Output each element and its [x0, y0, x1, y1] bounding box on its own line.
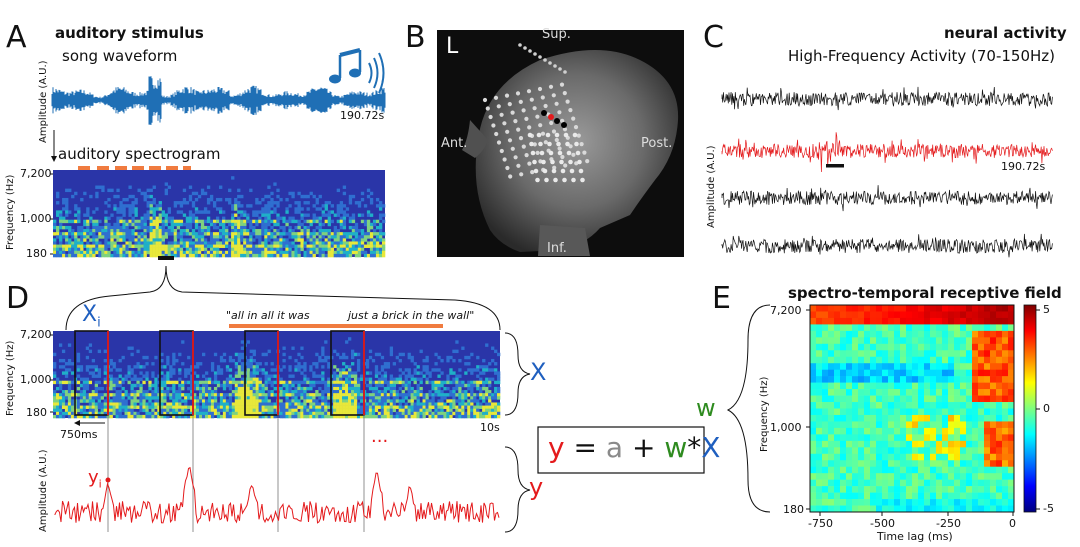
panel-a-title: auditory stimulus [55, 24, 204, 42]
strf-tick-bottom: 180 [783, 503, 804, 516]
electrode-grid [482, 43, 590, 183]
panel-letter-c: C [703, 20, 724, 55]
strf-tick-mid: 1,000 [770, 421, 802, 434]
strf-freq-label: Frequency (Hz) [759, 376, 770, 452]
spectrogram-d-tick-top: 7,200 [20, 328, 52, 341]
panel-e-title: spectro-temporal receptive field [788, 284, 1062, 302]
waveform-label: song waveform [62, 47, 178, 65]
strf-x-tick-750: -750 [808, 517, 833, 530]
xray-inferior-label: Inf. [547, 241, 567, 256]
y-vector-label: y [529, 473, 544, 501]
trace-selection [826, 164, 844, 168]
window-arrow [74, 420, 105, 426]
neural-trace-1 [721, 86, 1053, 111]
waveform [51, 76, 386, 125]
panel-c-subtitle: High-Frequency Activity (70-150Hz) [788, 47, 1055, 65]
neural-trace-2-highlight [721, 132, 1053, 173]
panel-c-title: neural activity [944, 24, 1067, 42]
colorbar-tick-zero: 0 [1043, 402, 1050, 415]
highlighted-electrodes [541, 110, 567, 128]
xray-side-label: L [446, 34, 459, 59]
neural-trace-3 [721, 185, 1053, 212]
strf-frame [809, 304, 1015, 513]
panel-b [437, 30, 684, 257]
strf-x-tick-500: -500 [870, 517, 895, 530]
yi-label: yi [88, 467, 102, 491]
brace-w [726, 304, 771, 513]
lyric-bar [229, 324, 443, 328]
response-amp-label: Amplitude (A.U.) [38, 449, 49, 532]
yi-marker [105, 477, 111, 483]
spectrogram-a-tick-top: 7,200 [20, 167, 52, 180]
spectrogram-a-freq-label: Frequency (Hz) [5, 174, 16, 250]
brace-y [504, 446, 531, 533]
strf-xlabel: Time lag (ms) [877, 530, 953, 543]
window-length-label: 750ms [60, 428, 98, 441]
xi-label: Xi [82, 302, 101, 331]
spectrogram-a-tick-bottom: 180 [26, 247, 47, 260]
window-boxes [74, 330, 365, 416]
alignment-lines [107, 415, 365, 532]
colorbar-tick-min: -5 [1043, 502, 1054, 515]
panel-d [53, 324, 531, 533]
continuation-dots: ... [371, 426, 389, 447]
strf-x-tick-0: 0 [1009, 517, 1016, 530]
spectrogram-a [53, 170, 386, 258]
lyric-quote-2: just a brick in the wall" [348, 309, 475, 322]
spectrogram-label: auditory spectrogram [58, 145, 221, 163]
strf-axis-ticks [806, 309, 1040, 516]
panel-letter-b: B [405, 20, 426, 55]
xray-superior-label: Sup. [542, 27, 571, 42]
segment-length-label: 10s [480, 421, 500, 434]
zoom-brace [65, 265, 501, 331]
xray-anterior-label: Ant. [441, 136, 468, 151]
xray-posterior-label: Post. [641, 136, 673, 151]
x-matrix-label: X [530, 358, 547, 386]
spectrogram-d-tick-bottom: 180 [26, 406, 47, 419]
neural-trace-4 [721, 233, 1053, 258]
brace-x [504, 332, 531, 416]
lyric-quote-1: "all in all it was [226, 309, 310, 322]
panel-letter-e: E [712, 281, 731, 316]
colorbar-tick-max: 5 [1043, 303, 1050, 316]
spectro-axis-ticks [50, 173, 53, 413]
strf-x-tick-250: -250 [936, 517, 961, 530]
sound-waves-icon [368, 52, 385, 94]
music-note-icon [329, 48, 362, 84]
response-trace [54, 466, 500, 525]
spectrogram-d-tick-mid: 1,000 [20, 373, 52, 386]
w-label: w [696, 394, 716, 422]
spectrogram-a-tick-mid: 1,000 [20, 212, 52, 225]
neural-amp-label: Amplitude (A.U.) [706, 145, 717, 228]
equation: y = a + w*X [548, 431, 721, 464]
spectrogram-d [53, 331, 501, 419]
strf-heatmap [810, 305, 1015, 513]
colorbar [1023, 304, 1037, 513]
equation-box [537, 426, 705, 474]
panel-c [721, 86, 1053, 258]
spectrogram-d-freq-label: Frequency (Hz) [5, 340, 16, 416]
panel-letter-d: D [6, 281, 30, 316]
waveform-amp-label: Amplitude (A.U.) [38, 60, 49, 143]
strf-tick-top: 7,200 [770, 304, 802, 317]
neural-duration: 190.72s [1001, 160, 1046, 173]
spectrogram-a-orange-bars [78, 166, 191, 170]
spectrogram-a-selection [158, 256, 174, 260]
waveform-duration: 190.72s [340, 109, 385, 122]
panel-a [51, 48, 386, 260]
panel-e [726, 304, 1040, 516]
panel-letter-a: A [6, 20, 27, 55]
